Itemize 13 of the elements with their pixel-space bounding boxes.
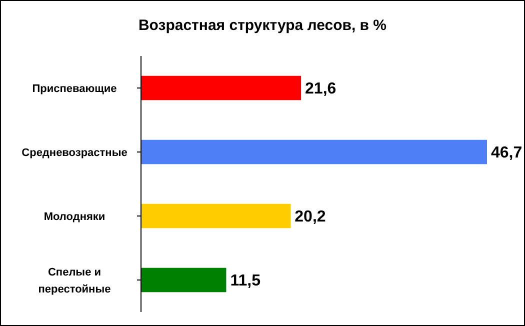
bar — [141, 140, 487, 164]
data-label: 21,6 — [305, 80, 336, 98]
chart-title: Возрастная структура лесов, в % — [138, 17, 387, 34]
bar — [141, 268, 226, 292]
y-tick-label: Спелые и перестойные — [38, 266, 111, 296]
data-label: 11,5 — [230, 272, 261, 290]
data-label: 46,7 — [491, 144, 522, 162]
y-tick-label: Молодняки — [44, 210, 106, 223]
y-tick-label: Средневозрастные — [22, 146, 128, 159]
bar — [141, 204, 291, 228]
data-label: 20,2 — [294, 208, 326, 226]
y-tick-label: Приспевающие — [32, 82, 117, 95]
bar — [141, 76, 302, 100]
